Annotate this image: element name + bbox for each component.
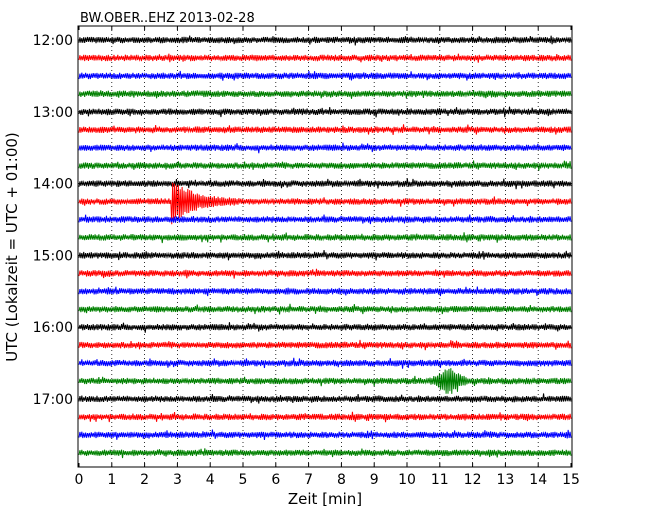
x-tick-label: 13 bbox=[496, 472, 514, 488]
x-tick-label: 15 bbox=[562, 472, 580, 488]
trace-1415 bbox=[78, 182, 572, 225]
trace-1230 bbox=[78, 70, 572, 81]
trace-1630 bbox=[78, 357, 572, 369]
x-axis-label: Zeit [min] bbox=[288, 490, 362, 508]
trace-1215 bbox=[78, 53, 572, 63]
chart-title: BW.OBER..EHZ 2013-02-28 bbox=[80, 11, 255, 26]
plot-frame bbox=[77, 25, 573, 468]
x-tick-label: 3 bbox=[173, 472, 182, 488]
trace-1445 bbox=[78, 232, 572, 244]
trace-1245 bbox=[78, 89, 572, 99]
trace-1515 bbox=[78, 268, 572, 279]
y-tick-label: 16:00 bbox=[33, 320, 73, 336]
trace-1600 bbox=[78, 322, 572, 333]
y-tick-label: 14:00 bbox=[33, 177, 73, 193]
y-tick-label: 13:00 bbox=[33, 105, 73, 121]
x-tick-label: 9 bbox=[370, 472, 379, 488]
x-tick-label: 10 bbox=[398, 472, 416, 488]
x-tick-label: 0 bbox=[75, 472, 84, 488]
x-tick-label: 4 bbox=[206, 472, 215, 488]
trace-1400 bbox=[78, 178, 572, 190]
y-tick-label: 17:00 bbox=[33, 392, 73, 408]
trace-1500 bbox=[78, 249, 572, 261]
trace-1545 bbox=[78, 303, 572, 315]
trace-1300 bbox=[78, 106, 572, 118]
traces-group bbox=[78, 35, 572, 459]
x-tick-label: 14 bbox=[529, 472, 547, 488]
y-tick-label: 15:00 bbox=[33, 248, 73, 264]
x-tick-label: 8 bbox=[337, 472, 346, 488]
trace-1330 bbox=[78, 142, 572, 154]
y-axis-label: UTC (Lokalzeit = UTC + 01:00) bbox=[3, 132, 21, 362]
trace-1345 bbox=[78, 160, 572, 171]
trace-1315 bbox=[78, 124, 572, 135]
trace-1745 bbox=[78, 448, 572, 459]
trace-1430 bbox=[78, 214, 572, 225]
trace-1615 bbox=[78, 339, 572, 351]
x-tick-label: 7 bbox=[304, 472, 313, 488]
trace-1530 bbox=[78, 286, 572, 297]
y-axis: 12:00 13:00 14:00 15:00 16:00 17:00 bbox=[33, 33, 572, 408]
x-axis: 0 1 2 3 4 5 6 7 8 9 10 11 12 13 14 15 bbox=[75, 26, 580, 488]
trace-1645 bbox=[78, 368, 572, 394]
trace-1730 bbox=[78, 429, 572, 441]
x-tick-label: 6 bbox=[271, 472, 280, 488]
x-tick-label: 1 bbox=[107, 472, 116, 488]
trace-1715 bbox=[78, 411, 572, 423]
y-tick-label: 12:00 bbox=[33, 33, 73, 49]
grid-group bbox=[111, 26, 539, 467]
x-tick-label: 12 bbox=[464, 472, 482, 488]
trace-1200 bbox=[78, 35, 572, 46]
x-tick-label: 5 bbox=[239, 472, 248, 488]
x-tick-label: 11 bbox=[431, 472, 449, 488]
x-tick-label: 2 bbox=[140, 472, 149, 488]
trace-1700 bbox=[78, 393, 572, 404]
